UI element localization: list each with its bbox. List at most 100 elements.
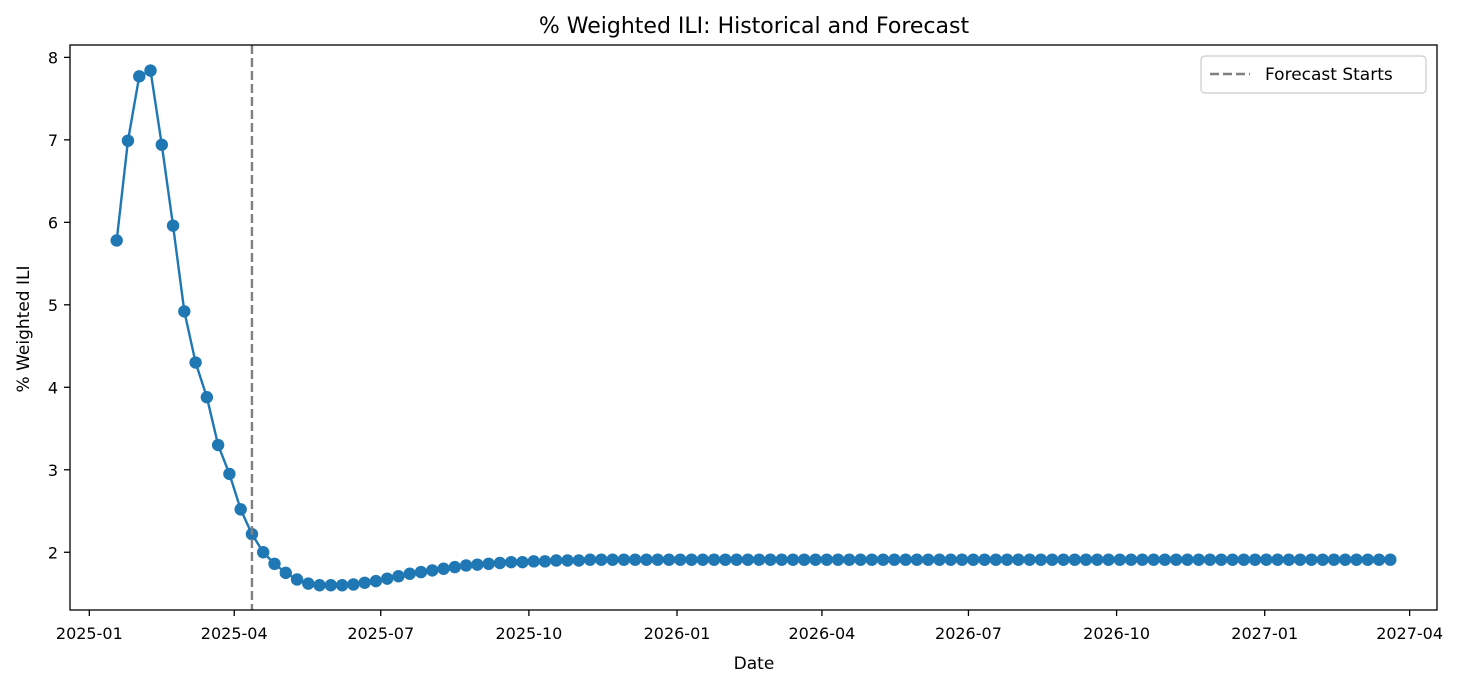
data-point — [414, 565, 428, 579]
x-tick-label: 2026-10 — [1083, 624, 1150, 643]
data-point — [189, 356, 202, 369]
data-point — [640, 553, 653, 566]
data-point — [493, 556, 507, 570]
data-point — [888, 553, 901, 566]
data-point — [831, 553, 845, 566]
data-point — [257, 546, 270, 559]
x-tick-label: 2025-01 — [56, 624, 123, 643]
data-point — [1316, 553, 1329, 566]
data-point — [1091, 553, 1104, 566]
data-point — [865, 553, 879, 566]
data-point — [1124, 553, 1138, 566]
x-tick-label: 2026-01 — [644, 624, 711, 643]
data-point — [1012, 553, 1025, 566]
data-point — [1034, 553, 1048, 566]
data-point — [876, 553, 890, 566]
data-point — [978, 553, 991, 566]
data-point — [572, 554, 585, 567]
data-point — [358, 576, 371, 589]
data-point — [685, 553, 698, 566]
data-point — [798, 553, 811, 566]
data-point — [516, 555, 529, 569]
data-point — [719, 553, 732, 566]
data-point — [752, 553, 766, 566]
chart-title: % Weighted ILI: Historical and Forecast — [539, 14, 970, 39]
data-point — [989, 553, 1003, 566]
data-point — [504, 555, 518, 569]
data-point — [843, 553, 856, 566]
data-point — [1226, 553, 1239, 566]
data-point — [1293, 553, 1307, 566]
y-axis-label: % Weighted ILI — [14, 266, 34, 393]
data-point — [234, 503, 247, 516]
data-point — [955, 553, 969, 566]
data-point — [651, 553, 664, 566]
x-tick-label: 2026-04 — [789, 624, 856, 643]
data-point — [448, 560, 462, 574]
data-point — [110, 234, 123, 247]
x-tick-label: 2025-07 — [347, 624, 414, 643]
data-point — [741, 553, 755, 566]
x-tick-label: 2027-04 — [1376, 624, 1443, 643]
data-point — [200, 391, 214, 404]
data-point — [471, 558, 484, 571]
data-point — [403, 567, 416, 580]
legend-label-forecast-starts: Forecast Starts — [1265, 65, 1393, 85]
data-point — [1023, 553, 1036, 566]
y-tick-label: 2 — [48, 543, 58, 562]
data-point — [1361, 553, 1374, 566]
data-point — [1384, 553, 1397, 566]
data-point — [809, 553, 822, 566]
data-point — [1079, 553, 1093, 566]
data-point — [369, 574, 383, 588]
data-point — [279, 566, 292, 580]
plot-area — [110, 45, 1397, 610]
data-point — [1203, 553, 1217, 566]
data-point — [335, 579, 349, 592]
data-point — [1327, 553, 1341, 566]
data-point — [459, 559, 473, 572]
y-tick-label: 8 — [48, 48, 58, 67]
data-point — [211, 438, 225, 452]
x-axis: 2025-01 2025-04 2025-07 2025-10 2026-01 2026-… — [56, 610, 1443, 643]
data-point — [1136, 553, 1149, 566]
data-point — [583, 553, 597, 566]
data-point — [392, 569, 405, 583]
data-point — [1350, 553, 1363, 566]
data-point — [527, 555, 540, 568]
data-point — [426, 564, 439, 577]
y-tick-label: 4 — [48, 378, 58, 397]
data-point — [1248, 553, 1262, 566]
data-point — [1147, 553, 1160, 566]
data-point — [155, 138, 168, 151]
data-point — [381, 572, 394, 585]
data-point — [1045, 553, 1059, 566]
data-point — [1068, 553, 1081, 566]
x-tick-label: 2026-07 — [935, 624, 1002, 643]
data-point — [1169, 553, 1183, 566]
data-point — [437, 562, 450, 575]
data-point — [313, 579, 326, 592]
axes-frame — [69, 44, 1438, 611]
data-point — [1237, 553, 1250, 566]
data-point — [595, 553, 608, 566]
series-layer — [110, 64, 1397, 592]
x-axis-label: Date — [734, 654, 775, 674]
data-point — [178, 305, 191, 318]
data-point — [121, 134, 135, 147]
data-point — [617, 553, 631, 566]
data-point — [144, 64, 157, 77]
data-point — [764, 553, 777, 566]
data-point — [133, 70, 146, 83]
data-point — [1260, 553, 1273, 566]
data-point — [550, 554, 563, 567]
data-point — [696, 553, 709, 566]
data-point — [820, 553, 833, 566]
x-tick-label: 2025-10 — [495, 624, 562, 643]
data-point — [1113, 553, 1127, 566]
data-point — [910, 553, 924, 566]
data-point — [290, 573, 304, 586]
data-point — [933, 553, 946, 566]
data-point — [786, 553, 800, 566]
